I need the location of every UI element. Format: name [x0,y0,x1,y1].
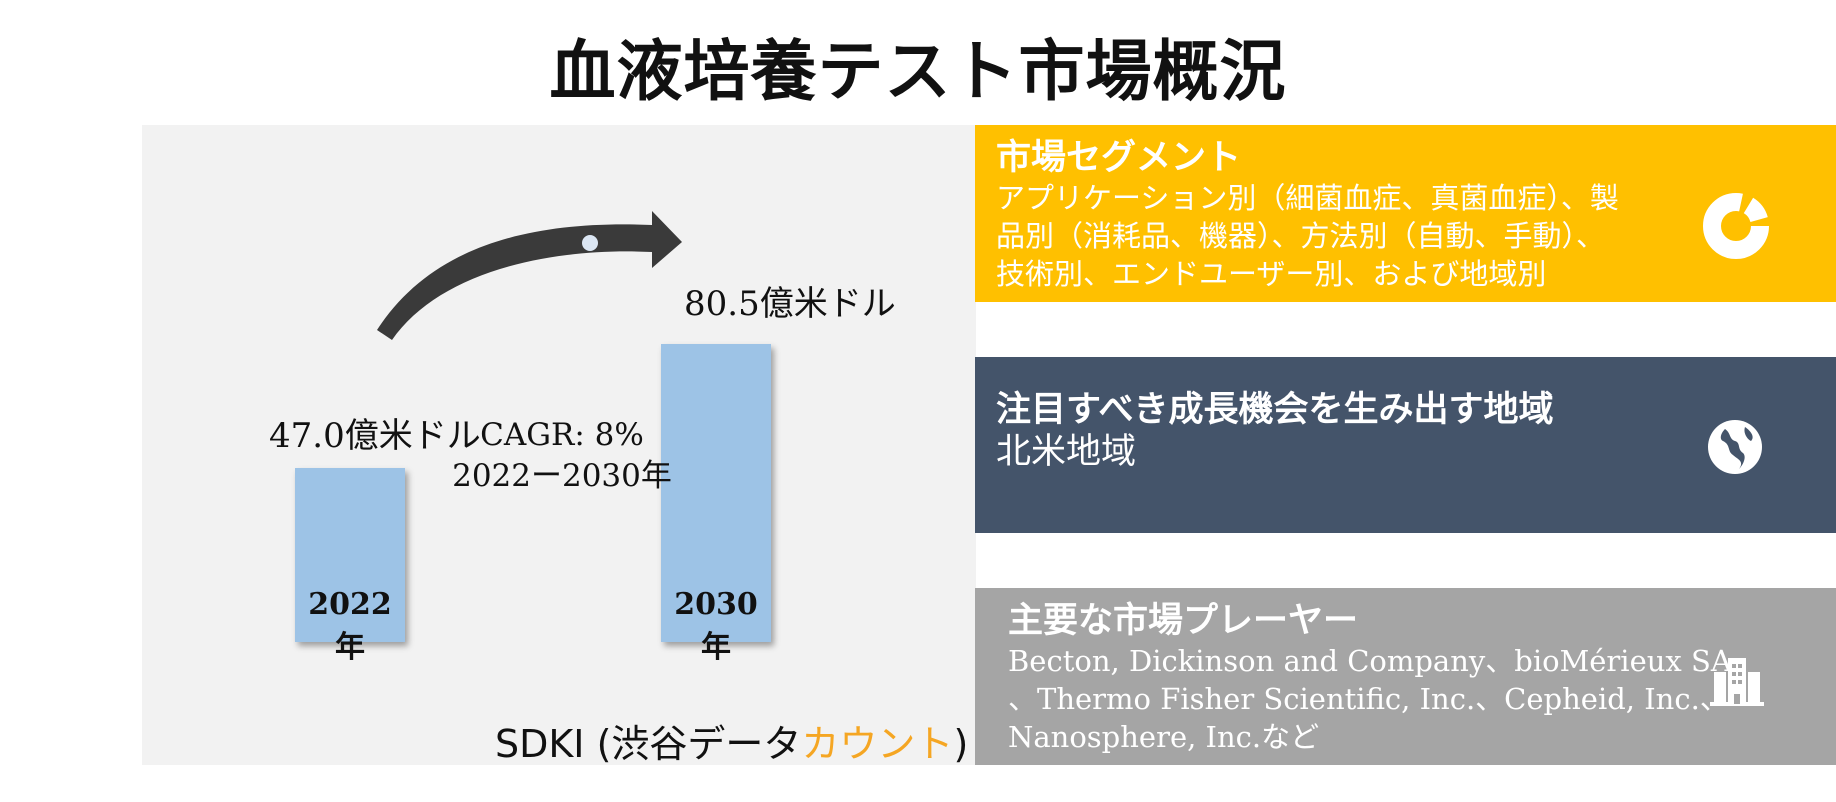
region-body: 北米地域 [996,432,1137,472]
segment-body-line: 品別（消耗品、機器）、方法別（自動、手動）、 [996,219,1606,253]
source-accent: カウント [801,722,954,766]
players-body-line: Nanosphere, Inc.など [1008,720,1320,754]
arrow-dot [582,235,598,251]
globe-icon [1708,420,1762,474]
region-text: 注目すべき成長機会を生み出す地域 北米地域 [996,389,1554,473]
bar-2022 [295,468,405,642]
page-title: 血液培養テスト市場概況 [549,32,1287,110]
source-credit: SDKI (渋谷データカウント) [495,713,968,768]
donut-chart-icon [1703,193,1769,259]
players-text: 主要な市場プレーヤー Becton, Dickinson and Company… [1008,600,1732,756]
cagr-period: 2022ー2030年 [452,458,672,494]
cagr-annotation: CAGR: 8% 2022ー2030年 [412,415,712,497]
source-suffix: ) [953,722,969,766]
players-panel: 主要な市場プレーヤー Becton, Dickinson and Company… [975,588,1836,765]
segment-text: 市場セグメント アプリケーション別（細菌血症、真菌血症）、製 品別（消耗品、機器… [996,137,1619,293]
segment-panel: 市場セグメント アプリケーション別（細菌血症、真菌血症）、製 品別（消耗品、機器… [975,125,1836,302]
chart-panel: 2022年 2030年 47.0億米ドル 80.5億米ドル CAGR: 8% 2… [142,125,976,768]
value-label-2022: 47.0億米ドル [269,416,481,457]
region-panel: 注目すべき成長機会を生み出す地域 北米地域 [975,357,1836,533]
growth-arrow [377,211,682,340]
bar-label-2030: 2030年 [674,587,758,665]
source-prefix: SDKI (渋谷データ [495,722,802,766]
value-label-2030: 80.5億米ドル [684,284,896,325]
bar-2030 [661,344,771,642]
segment-body-line: アプリケーション別（細菌血症、真菌血症）、製 [996,181,1619,215]
region-heading: 注目すべき成長機会を生み出す地域 [996,389,1554,430]
building-icon [1710,658,1764,706]
bar-label-2022: 2022年 [308,587,392,665]
segment-heading: 市場セグメント [996,137,1242,178]
cagr-line: CAGR: 8% [480,417,644,453]
players-heading: 主要な市場プレーヤー [1008,600,1359,641]
players-body-line: Becton, Dickinson and Company、bioMérieux… [1008,644,1732,678]
players-body-line: 、Thermo Fisher Scientific, Inc.、Cepheid,… [1008,682,1729,716]
segment-body-line: 技術別、エンドユーザー別、および地域別 [996,257,1547,291]
